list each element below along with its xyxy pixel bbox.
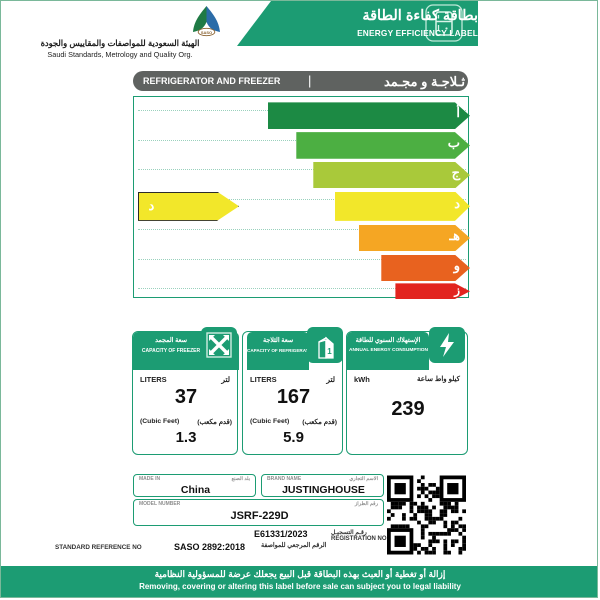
svg-text:SASO: SASO xyxy=(201,30,212,35)
svg-text:1: 1 xyxy=(327,347,332,356)
